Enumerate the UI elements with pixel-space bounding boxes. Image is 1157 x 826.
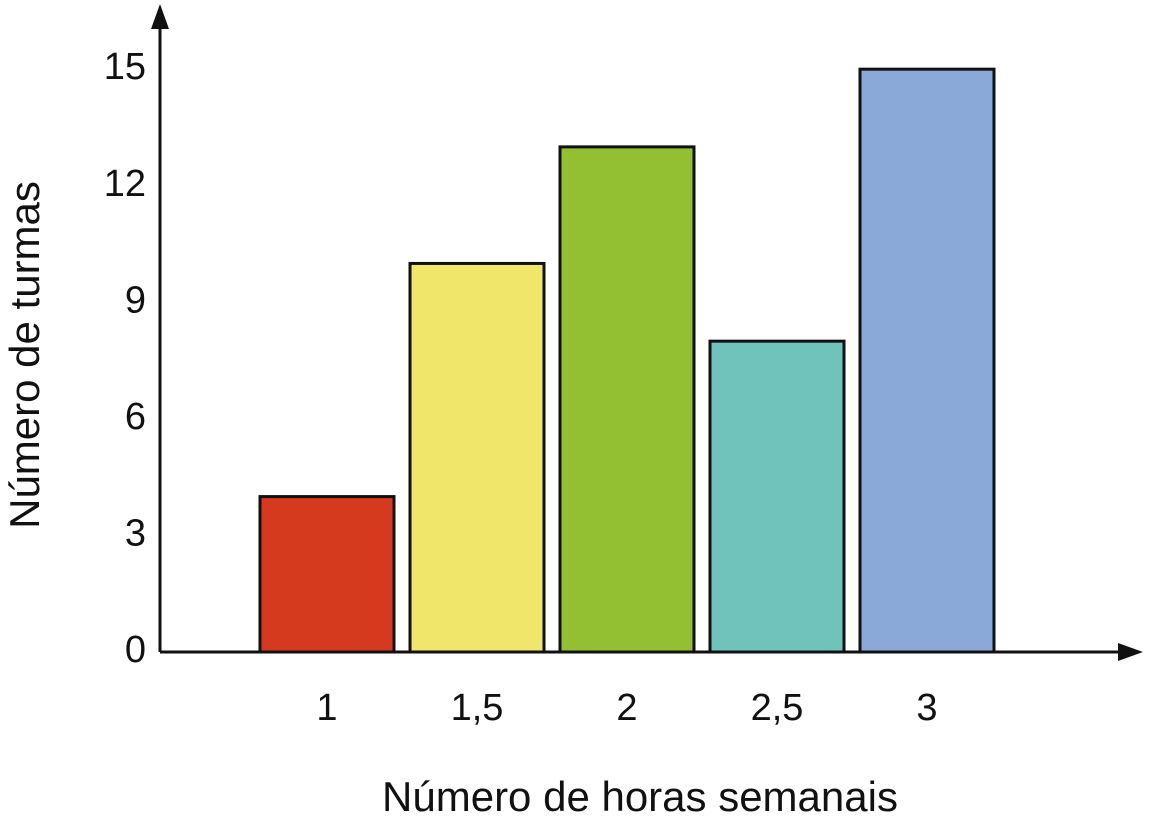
y-tick-label: 9 (125, 279, 146, 321)
x-tick-label: 2 (616, 687, 637, 729)
bar (258, 495, 396, 654)
y-axis-label: Número de turmas (1, 181, 48, 529)
x-axis-arrow (1118, 643, 1143, 661)
x-tick-label: 3 (916, 687, 937, 729)
y-tick-label: 6 (125, 396, 146, 438)
bar (858, 67, 996, 654)
y-axis-arrow (151, 4, 169, 29)
y-tick-label: 12 (104, 163, 146, 205)
y-tick-label: 15 (104, 46, 146, 88)
y-tick-label: 0 (125, 629, 146, 671)
x-tick-label: 1 (316, 687, 337, 729)
bar (708, 339, 846, 654)
x-axis-label: Número de horas semanais (382, 773, 898, 820)
bar (558, 145, 696, 654)
x-tick-label: 1,5 (451, 687, 504, 729)
bar (408, 261, 546, 654)
x-tick-label: 2,5 (751, 687, 804, 729)
y-tick-label: 3 (125, 512, 146, 554)
